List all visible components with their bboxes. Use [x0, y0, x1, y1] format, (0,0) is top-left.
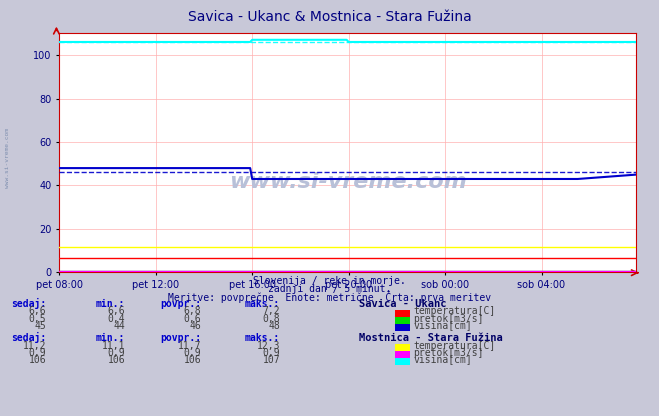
Text: 106: 106	[183, 355, 201, 365]
Text: Savica - Ukanc: Savica - Ukanc	[359, 299, 447, 309]
Text: temperatura[C]: temperatura[C]	[413, 307, 496, 317]
Text: 45: 45	[34, 321, 46, 331]
Text: višina[cm]: višina[cm]	[413, 320, 472, 331]
Text: višina[cm]: višina[cm]	[413, 354, 472, 365]
Text: sedaj:: sedaj:	[11, 332, 46, 343]
Text: 6,6: 6,6	[107, 307, 125, 317]
Text: pretok[m3/s]: pretok[m3/s]	[413, 348, 484, 358]
Text: 106: 106	[107, 355, 125, 365]
Text: temperatura[C]: temperatura[C]	[413, 341, 496, 351]
Text: 11,7: 11,7	[177, 341, 201, 351]
Text: 0,4: 0,4	[107, 314, 125, 324]
Text: 107: 107	[262, 355, 280, 365]
Text: 0,9: 0,9	[107, 348, 125, 358]
Text: povpr.:: povpr.:	[160, 333, 201, 343]
Text: 46: 46	[189, 321, 201, 331]
Text: 0,8: 0,8	[262, 314, 280, 324]
Text: pretok[m3/s]: pretok[m3/s]	[413, 314, 484, 324]
Text: www.si-vreme.com: www.si-vreme.com	[229, 171, 467, 192]
Text: 0,9: 0,9	[28, 348, 46, 358]
Text: maks.:: maks.:	[245, 299, 280, 309]
Text: min.:: min.:	[96, 333, 125, 343]
Text: sedaj:: sedaj:	[11, 298, 46, 309]
Text: 11,1: 11,1	[101, 341, 125, 351]
Text: 106: 106	[28, 355, 46, 365]
Text: 7,2: 7,2	[262, 307, 280, 317]
Text: Savica - Ukanc & Mostnica - Stara Fužina: Savica - Ukanc & Mostnica - Stara Fužina	[188, 10, 471, 25]
Text: Meritve: povprečne  Enote: metrične  Črta: prva meritev: Meritve: povprečne Enote: metrične Črta:…	[168, 291, 491, 303]
Text: 0,9: 0,9	[262, 348, 280, 358]
Text: 48: 48	[268, 321, 280, 331]
Text: 0,6: 0,6	[183, 314, 201, 324]
Text: 11,2: 11,2	[22, 341, 46, 351]
Text: 12,3: 12,3	[256, 341, 280, 351]
Text: www.si-vreme.com: www.si-vreme.com	[5, 128, 11, 188]
Text: maks.:: maks.:	[245, 333, 280, 343]
Text: min.:: min.:	[96, 299, 125, 309]
Text: 6,6: 6,6	[28, 307, 46, 317]
Text: 6,8: 6,8	[183, 307, 201, 317]
Text: Slovenija / reke in morje.: Slovenija / reke in morje.	[253, 276, 406, 286]
Text: 0,5: 0,5	[28, 314, 46, 324]
Text: 0,9: 0,9	[183, 348, 201, 358]
Text: povpr.:: povpr.:	[160, 299, 201, 309]
Text: zadnji dan / 5 minut.: zadnji dan / 5 minut.	[268, 284, 391, 294]
Text: Mostnica - Stara Fužina: Mostnica - Stara Fužina	[359, 333, 503, 343]
Text: 44: 44	[113, 321, 125, 331]
